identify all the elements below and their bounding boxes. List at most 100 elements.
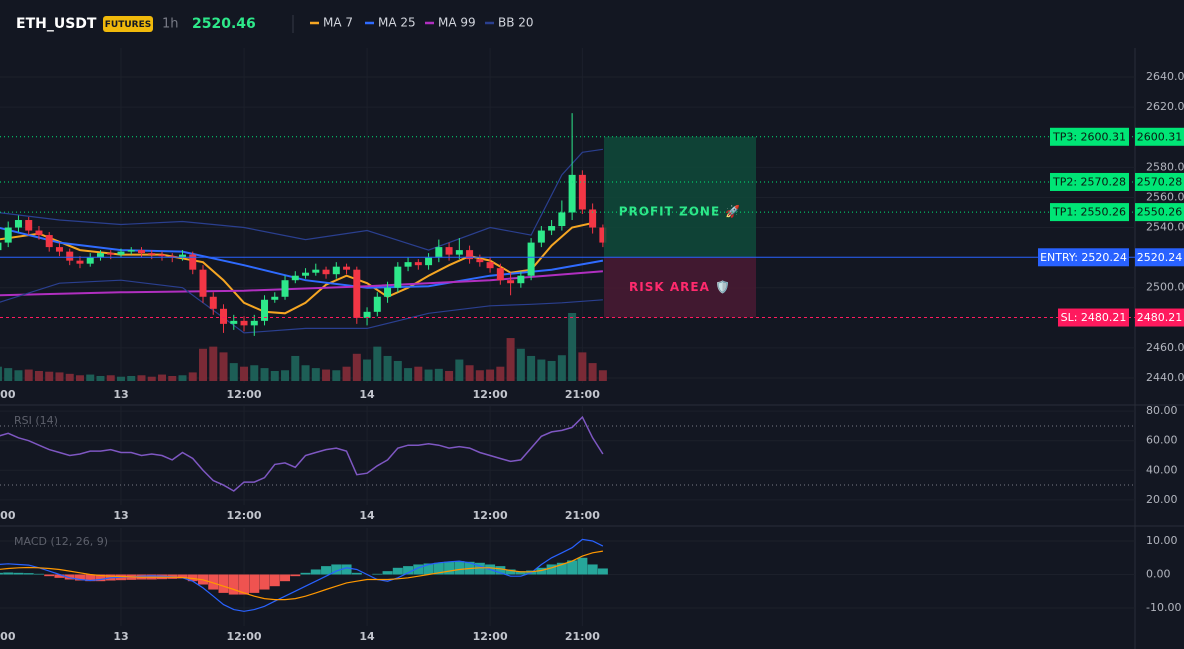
profit-zone <box>604 136 756 258</box>
candle-body <box>373 296 381 312</box>
x-tick-label: 12:00 <box>473 509 508 522</box>
volume-bar <box>414 366 423 381</box>
axis-tag-bg <box>1135 127 1184 146</box>
volume-bar <box>588 363 597 381</box>
volume-bar <box>486 369 495 381</box>
macd-bar <box>280 574 291 582</box>
macd-bar <box>382 571 393 575</box>
volume-bar <box>404 368 413 381</box>
macd-bar <box>300 572 311 575</box>
macd-bar <box>505 569 516 575</box>
level-tag-bg <box>1058 308 1129 327</box>
risk-zone <box>604 257 756 318</box>
candle-body <box>322 269 330 275</box>
volume-bar <box>127 375 136 381</box>
legend-label: BB 20 <box>498 16 534 30</box>
badge: FUTURES <box>105 20 151 30</box>
volume-bar <box>516 348 525 381</box>
y-tick-label: 0.00 <box>1146 567 1171 580</box>
volume-bar <box>322 369 331 381</box>
volume-bar <box>332 370 341 381</box>
volume-bar <box>168 375 177 381</box>
candle-body <box>291 275 299 281</box>
macd-bar <box>239 574 250 595</box>
candle-body <box>466 250 474 260</box>
level-tag: ENTRY: 2520.24 <box>1040 251 1127 264</box>
volume-bar <box>506 338 515 381</box>
volume-bar <box>363 359 372 381</box>
candle-body <box>66 251 74 261</box>
candle-body <box>179 254 187 258</box>
candle-body <box>107 253 115 255</box>
candle-body <box>148 253 156 255</box>
macd-bar <box>290 574 301 577</box>
volume-bar <box>301 365 310 381</box>
x-tick-label: 12:00 <box>227 630 262 643</box>
macd-bar <box>187 574 198 582</box>
volume-bar <box>455 359 464 381</box>
candle-body <box>332 266 340 275</box>
candle-body <box>96 253 104 258</box>
volume-bar <box>219 352 228 381</box>
candle-body <box>220 308 228 324</box>
macd-bar <box>54 574 65 578</box>
volume-bar <box>537 359 546 381</box>
y-tick-label: 2640.00 <box>1146 70 1184 83</box>
volume-bar <box>291 355 300 381</box>
volume-bar <box>75 375 84 381</box>
zone-label: PROFIT ZONE 🚀 <box>619 205 742 219</box>
candle-body <box>589 209 597 228</box>
macd-bar <box>577 557 588 575</box>
macd-bar <box>433 562 444 575</box>
level-tag: TP2: 2570.28 <box>1052 175 1126 188</box>
x-tick-label: 12:00 <box>0 388 16 401</box>
bb-line <box>0 279 603 334</box>
macd-bar <box>372 573 383 575</box>
candle-body <box>517 275 525 284</box>
candle-body <box>384 287 392 297</box>
level-tag-bg <box>1050 203 1129 222</box>
volume-bar <box>527 355 536 381</box>
y-tick-label: 20.00 <box>1146 493 1178 506</box>
candle-body <box>414 262 422 266</box>
axis-tag-bg <box>1135 248 1184 267</box>
macd-bar <box>454 561 465 575</box>
volume-bar <box>116 376 125 381</box>
candle-body <box>158 254 166 257</box>
macd-bar <box>444 561 455 575</box>
x-tick-label: 12:00 <box>227 509 262 522</box>
volume-bar <box>547 360 556 381</box>
candle-body <box>445 247 453 255</box>
volume-bar <box>311 368 320 381</box>
macd-bar <box>495 566 506 575</box>
macd-bar <box>13 572 24 575</box>
x-tick-label: 21:00 <box>565 630 600 643</box>
macd-bar <box>23 573 34 575</box>
macd-bar <box>269 574 280 587</box>
volume-bar <box>465 365 474 381</box>
macd-bar <box>85 574 96 582</box>
volume-bar <box>96 375 105 381</box>
macd-bar <box>3 572 14 575</box>
axis-tag-bg <box>1135 172 1184 191</box>
axis-tag-bg <box>1135 203 1184 222</box>
macd-bar <box>218 574 229 593</box>
x-tick-label: 14 <box>359 509 375 522</box>
candle-body <box>537 230 545 243</box>
candle-body <box>250 320 258 326</box>
y-tick-label: 2500.00 <box>1146 281 1184 294</box>
candle-body <box>76 260 84 264</box>
x-tick-label: 14 <box>359 630 375 643</box>
macd-bar <box>587 564 598 575</box>
level-tag-bg <box>1050 127 1129 146</box>
macd-bar <box>423 563 434 575</box>
y-tick-label: 2620.00 <box>1146 100 1184 113</box>
candle-body <box>425 257 433 266</box>
bb-line <box>0 148 603 251</box>
candle-body <box>281 280 289 297</box>
macd-bar <box>208 574 219 590</box>
candle-body <box>496 268 504 281</box>
volume-bar <box>178 375 187 381</box>
pane-title: MACD (12, 26, 9) <box>14 535 108 548</box>
volume-bar <box>270 370 279 381</box>
